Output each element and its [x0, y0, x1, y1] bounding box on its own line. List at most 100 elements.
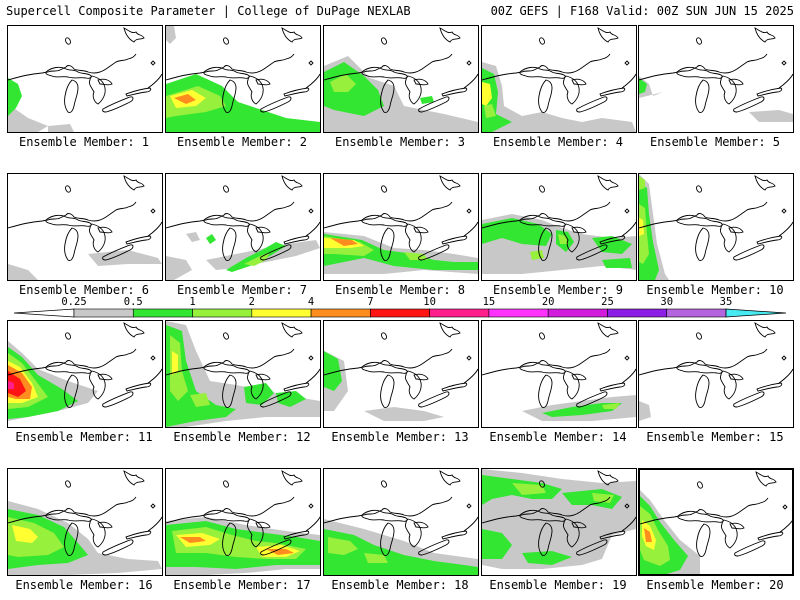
scp-contour-fill	[12, 525, 38, 543]
ensemble-member-label: Ensemble Member: 2	[176, 135, 308, 149]
map-boundary-line	[413, 78, 429, 86]
ensemble-map-panel-15[interactable]	[638, 320, 794, 428]
map-boundary-line	[89, 223, 106, 253]
map-boundary-line	[123, 322, 145, 338]
map-boundary-line	[441, 530, 468, 540]
map-boundary-line	[247, 75, 264, 105]
map-boundary-line	[150, 503, 156, 509]
ensemble-map-panel-13[interactable]	[323, 320, 479, 428]
map-plot	[324, 470, 478, 575]
scp-contour-fill	[330, 238, 358, 246]
map-boundary-line	[223, 185, 229, 193]
map-boundary-line	[599, 382, 626, 392]
colorbar-segment	[310, 308, 371, 318]
map-boundary-line	[281, 175, 303, 191]
map-boundary-line	[756, 235, 783, 245]
ensemble-member-label: Ensemble Member: 20	[646, 578, 784, 592]
map-boundary-line	[754, 322, 776, 338]
map-boundary-line	[203, 214, 250, 227]
map-boundary-line	[305, 516, 320, 532]
ensemble-map-panel-5[interactable]	[638, 25, 794, 133]
map-boundary-line	[102, 244, 134, 261]
map-boundary-line	[728, 226, 744, 234]
colorbar-tick-label: 7	[367, 296, 374, 308]
scp-contour-fill	[482, 82, 492, 106]
ensemble-map-panel-4[interactable]	[481, 25, 637, 133]
map-boundary-line	[247, 518, 264, 548]
map-boundary-line	[305, 221, 320, 237]
ensemble-map-panel-2[interactable]	[165, 25, 321, 133]
map-boundary-line	[624, 208, 630, 214]
ensemble-map-panel-18[interactable]	[323, 468, 479, 576]
ensemble-member-label: Ensemble Member: 12	[173, 430, 311, 444]
map-boundary-line	[150, 355, 156, 361]
map-boundary-line	[778, 221, 793, 237]
map-boundary-line	[539, 480, 545, 488]
ensemble-map-panel-1[interactable]	[7, 25, 163, 133]
map-boundary-line	[756, 382, 783, 392]
color-scale-bar	[13, 308, 787, 318]
ensemble-member-label: Ensemble Member: 7	[176, 283, 308, 297]
ensemble-map-panel-6[interactable]	[7, 173, 163, 281]
map-plot	[482, 27, 636, 132]
colorbar-high-arrow	[725, 308, 787, 318]
map-boundary-line	[728, 373, 744, 381]
ensemble-map-panel-12[interactable]	[165, 320, 321, 428]
ensemble-map-panel-3[interactable]	[323, 25, 479, 133]
map-boundary-line	[571, 78, 587, 86]
map-boundary-line	[563, 518, 580, 548]
map-boundary-line	[677, 510, 724, 523]
ensemble-map-panel-10[interactable]	[638, 173, 794, 281]
map-boundary-line	[45, 509, 92, 522]
map-boundary-line	[125, 530, 152, 540]
colorbar-segment	[429, 308, 490, 318]
map-boundary-line	[380, 79, 395, 113]
colorbar-segment	[192, 308, 253, 318]
map-boundary-line	[64, 374, 79, 408]
map-plot	[8, 175, 162, 280]
map-boundary-line	[123, 27, 145, 43]
ensemble-map-panel-8[interactable]	[323, 173, 479, 281]
map-plot	[166, 321, 320, 427]
map-boundary-line	[64, 79, 79, 113]
ensemble-map-panel-19[interactable]	[481, 468, 637, 576]
scp-contour-fill	[592, 493, 614, 503]
map-boundary-line	[639, 348, 768, 376]
scp-contour-fill	[420, 96, 434, 104]
ensemble-map-panel-20[interactable]	[638, 468, 794, 576]
map-boundary-line	[361, 361, 408, 374]
map-boundary-line	[283, 382, 310, 392]
colorbar-segment	[73, 308, 134, 318]
map-boundary-line	[166, 348, 295, 376]
scp-contour-fill	[180, 537, 206, 543]
map-boundary-line	[147, 368, 162, 384]
ensemble-map-panel-7[interactable]	[165, 173, 321, 281]
map-boundary-line	[97, 521, 113, 529]
map-plot	[8, 322, 162, 421]
scp-contour-fill	[324, 529, 478, 575]
ensemble-map-panel-9[interactable]	[481, 173, 637, 281]
scp-contour-fill	[8, 371, 26, 397]
map-boundary-line	[733, 96, 765, 113]
ensemble-map-panel-11[interactable]	[7, 320, 163, 428]
ensemble-map-panel-14[interactable]	[481, 320, 637, 428]
map-plot	[482, 322, 636, 421]
scp-contour-fill	[206, 234, 216, 244]
ensemble-member-label: Ensemble Member: 1	[18, 135, 150, 149]
scp-contour-fill	[512, 483, 546, 495]
ensemble-map-panel-17[interactable]	[165, 468, 321, 576]
map-boundary-line	[466, 60, 472, 66]
scp-contour-fill	[8, 381, 14, 389]
map-boundary-line	[102, 96, 134, 113]
ensemble-map-panel-16[interactable]	[7, 468, 163, 576]
map-boundary-line	[576, 391, 608, 408]
map-boundary-line	[563, 370, 580, 400]
map-boundary-line	[597, 470, 619, 486]
map-boundary-line	[89, 518, 106, 548]
map-boundary-line	[519, 361, 566, 374]
map-boundary-line	[381, 332, 387, 340]
ensemble-member-label: Ensemble Member: 4	[492, 135, 624, 149]
map-boundary-line	[166, 53, 295, 81]
map-boundary-line	[305, 73, 320, 89]
map-boundary-line	[418, 244, 450, 261]
